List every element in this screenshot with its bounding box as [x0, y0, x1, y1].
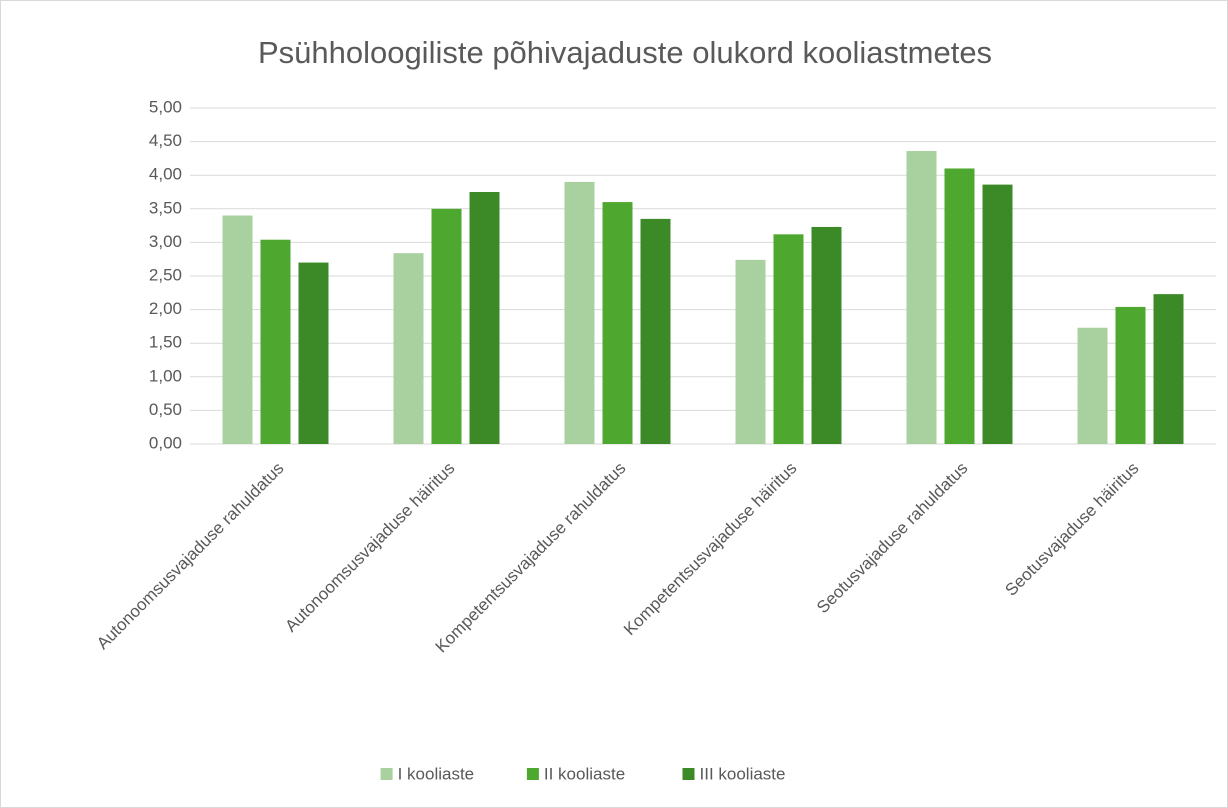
- bar: [564, 181, 595, 445]
- bar: [1153, 294, 1184, 444]
- y-tick-label: 0,00: [149, 433, 182, 452]
- bar: [640, 218, 671, 444]
- y-tick-label: 4,50: [149, 131, 182, 150]
- y-tick-label: 2,50: [149, 265, 182, 284]
- y-tick-label: 3,00: [149, 232, 182, 251]
- y-tick-label: 2,00: [149, 299, 182, 318]
- y-tick-label: 3,50: [149, 198, 182, 217]
- y-tick-label: 1,00: [149, 366, 182, 385]
- bar: [982, 184, 1013, 444]
- bar: [260, 239, 291, 444]
- bar: [602, 202, 633, 444]
- legend-label: I kooliaste: [398, 764, 475, 783]
- y-tick-label: 1,50: [149, 333, 182, 352]
- legend-swatch: [682, 768, 695, 780]
- bar: [222, 215, 253, 444]
- legend-label: II kooliaste: [544, 764, 625, 783]
- y-tick-label: 0,50: [149, 400, 182, 419]
- y-tick-label: 4,00: [149, 165, 182, 184]
- bar: [1077, 327, 1108, 444]
- y-tick-label: 5,00: [149, 97, 182, 116]
- bar: [811, 226, 842, 444]
- bar: [469, 192, 500, 444]
- legend-label: III kooliaste: [700, 764, 786, 783]
- bar: [431, 208, 462, 444]
- legend-swatch: [526, 768, 539, 780]
- bar: [773, 234, 804, 444]
- bar: [298, 262, 329, 444]
- bar: [393, 253, 424, 444]
- bar: [735, 259, 766, 444]
- bar: [906, 151, 937, 444]
- bar: [1115, 306, 1146, 444]
- bar: [944, 168, 975, 445]
- chart-title: Psühholoogiliste põhivajaduste olukord k…: [258, 35, 992, 70]
- legend-swatch: [380, 768, 393, 780]
